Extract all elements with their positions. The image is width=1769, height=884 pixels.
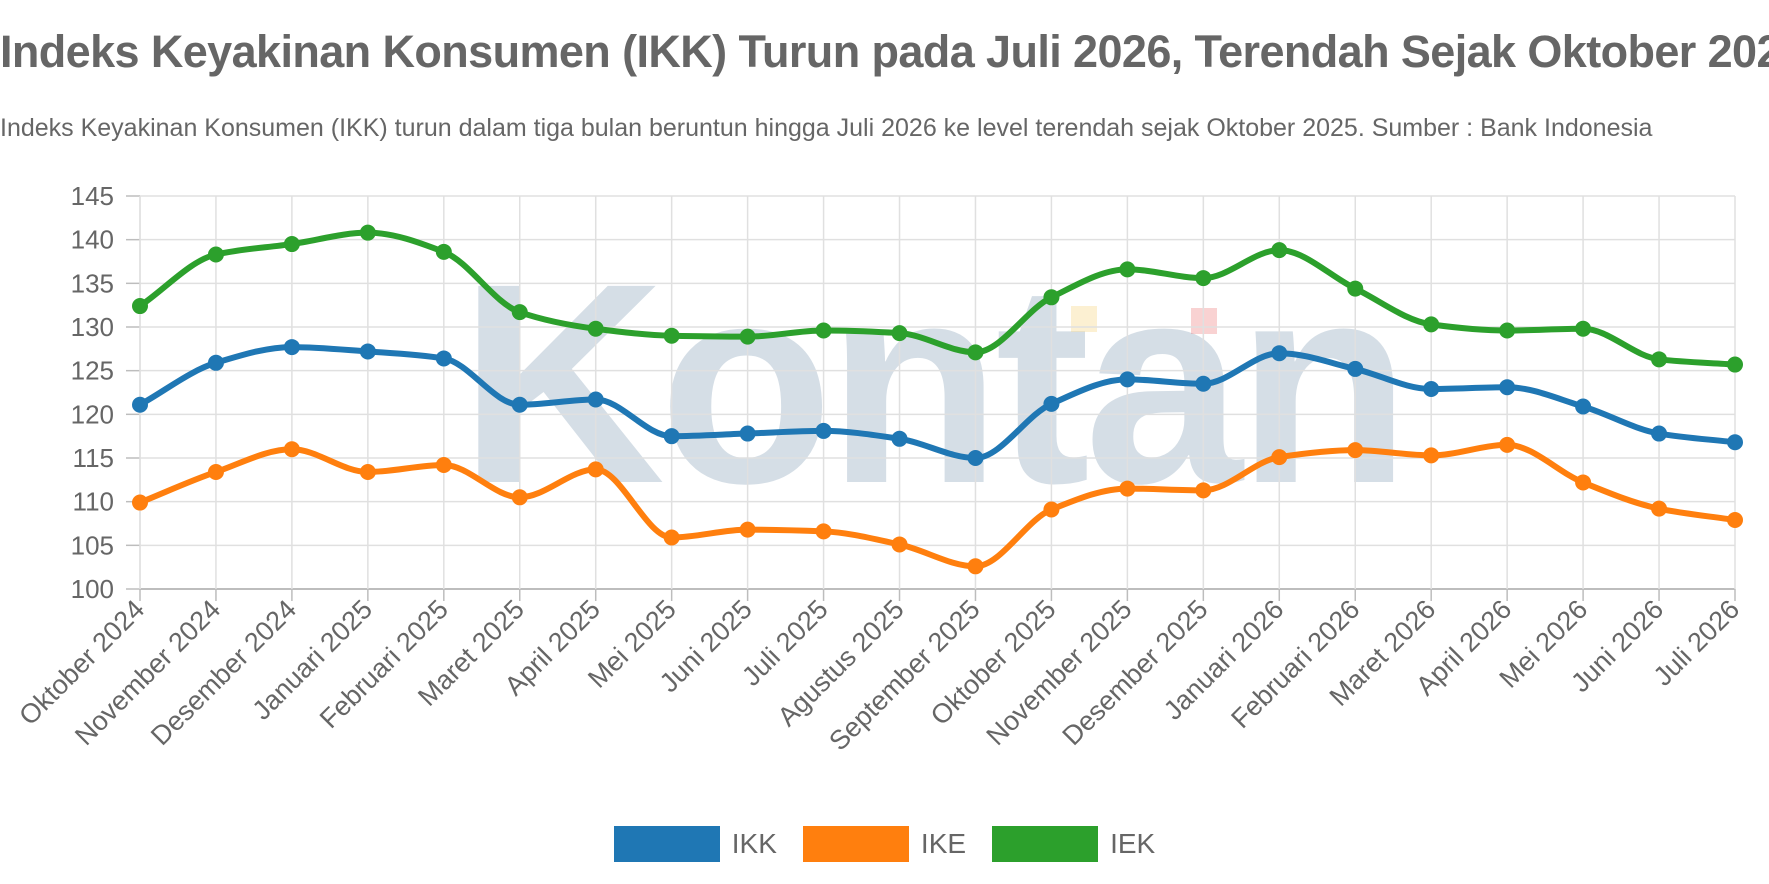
data-point-ikk[interactable] [1727, 434, 1743, 451]
data-point-ike[interactable] [1347, 442, 1364, 459]
data-point-iek[interactable] [587, 320, 604, 337]
data-point-ikk[interactable] [283, 339, 300, 356]
data-point-ikk[interactable] [739, 425, 756, 442]
y-tick-label: 130 [71, 312, 114, 342]
data-point-iek[interactable] [1727, 356, 1743, 373]
data-point-iek[interactable] [1499, 322, 1516, 339]
data-point-iek[interactable] [1347, 280, 1364, 297]
series-iek [132, 224, 1743, 373]
legend-item-ikk[interactable]: IKK [613, 826, 777, 862]
series-line-iek [137, 229, 1738, 368]
data-point-ikk[interactable] [1651, 425, 1668, 442]
data-point-iek[interactable] [1043, 289, 1060, 306]
data-point-ike[interactable] [1119, 480, 1136, 497]
data-point-iek[interactable] [207, 246, 224, 263]
legend-item-iek[interactable]: IEK [992, 826, 1155, 862]
legend-swatch [613, 826, 720, 862]
data-point-ike[interactable] [1271, 449, 1288, 466]
data-point-iek[interactable] [891, 325, 908, 342]
data-point-ike[interactable] [132, 494, 148, 511]
series-line-ikk [137, 344, 1738, 461]
data-point-ike[interactable] [815, 523, 832, 540]
data-point-iek[interactable] [663, 327, 680, 344]
legend-item-ike[interactable]: IKE [802, 826, 967, 862]
data-point-ikk[interactable] [435, 350, 452, 367]
data-point-ike[interactable] [511, 489, 528, 506]
data-point-ikk[interactable] [1499, 379, 1516, 396]
data-point-ikk[interactable] [891, 430, 908, 447]
data-point-ike[interactable] [1499, 436, 1516, 453]
data-point-ike[interactable] [1195, 482, 1212, 499]
series-ike [132, 436, 1743, 575]
data-point-ikk[interactable] [132, 396, 148, 413]
data-point-ikk[interactable] [967, 450, 984, 466]
data-point-iek[interactable] [1195, 270, 1212, 287]
y-tick-label: 135 [71, 268, 114, 298]
data-point-ike[interactable] [207, 463, 224, 480]
data-point-iek[interactable] [1119, 261, 1136, 278]
legend-label: IKE [920, 828, 967, 859]
data-point-ikk[interactable] [511, 396, 528, 413]
data-point-ikk[interactable] [1575, 398, 1592, 415]
data-point-iek[interactable] [435, 243, 452, 260]
data-point-iek[interactable] [1575, 320, 1592, 337]
y-tick-label: 145 [71, 181, 114, 211]
data-point-ike[interactable] [663, 529, 680, 546]
data-point-ike[interactable] [891, 536, 908, 553]
data-point-ikk[interactable] [1271, 345, 1288, 362]
y-tick-label: 100 [71, 574, 114, 604]
series-line-ike [137, 441, 1738, 570]
data-point-iek[interactable] [1651, 351, 1668, 368]
data-point-ikk[interactable] [1119, 371, 1136, 388]
data-point-ike[interactable] [739, 521, 756, 538]
data-point-ikk[interactable] [207, 354, 224, 371]
chart-title: Indeks Keyakinan Konsumen (IKK) Turun pa… [0, 26, 1769, 77]
data-point-ike[interactable] [359, 463, 376, 480]
y-tick-label: 115 [73, 443, 114, 473]
data-point-ikk[interactable] [815, 422, 832, 439]
data-point-iek[interactable] [1271, 242, 1288, 259]
data-point-iek[interactable] [359, 224, 376, 241]
data-point-ike[interactable] [1727, 512, 1743, 529]
legend: IKK IKE IEK [0, 826, 1769, 862]
y-tick-label: 120 [71, 399, 114, 429]
data-point-iek[interactable] [815, 322, 832, 339]
data-point-ikk[interactable] [1043, 395, 1060, 412]
data-point-ikk[interactable] [1195, 375, 1212, 392]
grid [139, 195, 1736, 590]
data-point-ike[interactable] [1423, 447, 1440, 464]
watermark-accent-yellow [1071, 306, 1097, 332]
series-ikk [132, 339, 1743, 466]
y-tick-label: 110 [73, 487, 114, 517]
data-point-ike[interactable] [283, 441, 300, 458]
data-point-ikk[interactable] [663, 428, 680, 445]
chart-subtitle: Indeks Keyakinan Konsumen (IKK) turun da… [0, 114, 1653, 142]
data-point-iek[interactable] [967, 344, 984, 361]
legend-swatch [992, 826, 1099, 862]
watermark-logo: Kontan [459, 225, 1405, 543]
y-tick-label: 140 [71, 225, 114, 255]
data-point-iek[interactable] [1423, 316, 1440, 333]
line-chart: Kontan 100105110115120125130135140145Okt… [13, 181, 1745, 756]
data-point-ikk[interactable] [1347, 360, 1364, 377]
legend-swatch [802, 826, 909, 862]
data-point-ike[interactable] [435, 456, 452, 473]
data-point-ikk[interactable] [587, 391, 604, 408]
data-point-ikk[interactable] [359, 343, 376, 360]
data-point-iek[interactable] [283, 236, 300, 253]
data-point-iek[interactable] [739, 328, 756, 345]
series-lines [132, 224, 1743, 575]
data-point-ike[interactable] [1043, 501, 1060, 518]
y-tick-label: 125 [71, 356, 114, 386]
data-point-ikk[interactable] [1423, 381, 1440, 398]
data-point-iek[interactable] [132, 298, 148, 315]
data-point-ike[interactable] [1651, 500, 1668, 517]
data-point-ike[interactable] [1575, 474, 1592, 491]
data-point-ike[interactable] [967, 558, 984, 575]
data-point-ike[interactable] [587, 461, 604, 478]
y-tick-label: 105 [71, 530, 114, 560]
legend-label: IKK [731, 828, 777, 859]
data-point-iek[interactable] [511, 304, 528, 321]
legend-label: IEK [1110, 828, 1156, 859]
